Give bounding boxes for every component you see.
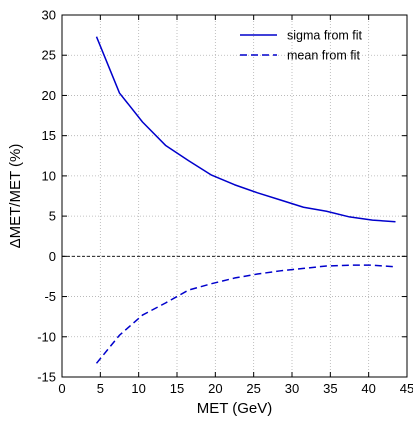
y-tick-label: 0: [49, 249, 56, 264]
x-tick-label: 40: [361, 381, 375, 396]
x-tick-label: 45: [400, 381, 413, 396]
legend: sigma from fit mean from fit: [240, 29, 363, 63]
legend-label-mean: mean from fit: [287, 49, 360, 63]
y-axis-label: ΔMET/MET (%): [7, 144, 24, 249]
y-tick-label: 30: [42, 8, 56, 23]
grid-lines: [62, 15, 407, 377]
y-tick-label: 5: [49, 209, 56, 224]
axis-ticks: 0 5 10 15 20 25 30 35 40 45 -15 -10 -5 0 5 10 15 20 25 30: [37, 8, 413, 397]
y-tick-label: 15: [42, 128, 56, 143]
x-tick-label: 5: [97, 381, 104, 396]
y-tick-label: -15: [37, 370, 56, 385]
x-tick-label: 25: [246, 381, 260, 396]
y-tick-label: 20: [42, 88, 56, 103]
series-line-1: [95, 264, 396, 364]
series-lines: [95, 36, 396, 364]
x-tick-label: 30: [285, 381, 299, 396]
legend-label-sigma: sigma from fit: [287, 29, 363, 43]
x-tick-label: 15: [170, 381, 184, 396]
x-tick-label: 35: [323, 381, 337, 396]
plot-frame: [61, 14, 408, 378]
y-tick-label: 10: [42, 168, 56, 183]
x-axis-label: MET (GeV): [197, 400, 273, 417]
x-tick-label: 10: [131, 381, 145, 396]
series-line-0: [95, 36, 396, 223]
x-tick-label: 20: [208, 381, 222, 396]
y-tick-label: -10: [37, 329, 56, 344]
y-tick-label: 25: [42, 48, 56, 63]
x-tick-label: 0: [58, 381, 65, 396]
y-tick-label: -5: [44, 289, 56, 304]
